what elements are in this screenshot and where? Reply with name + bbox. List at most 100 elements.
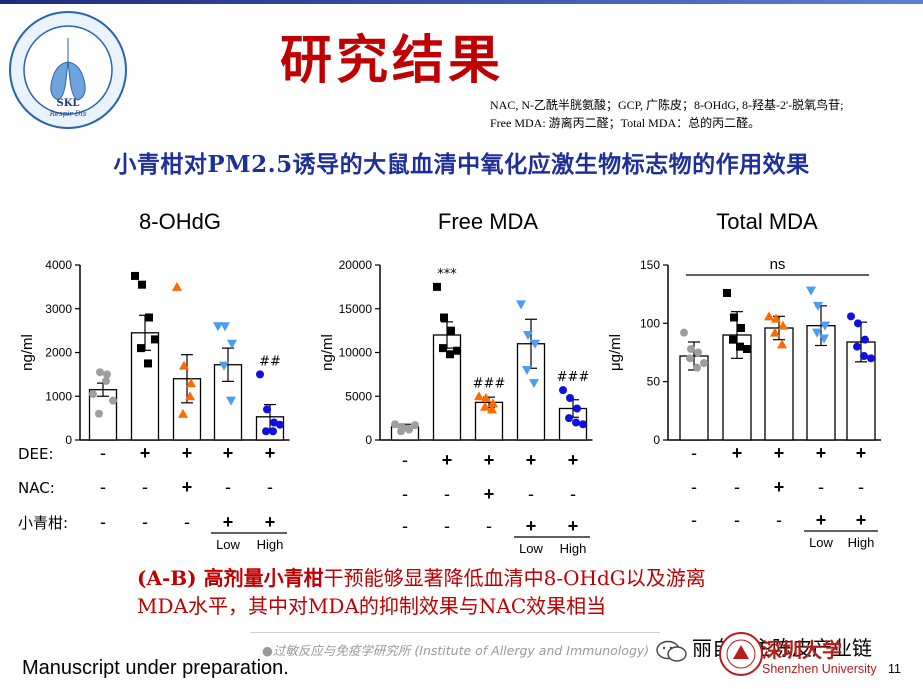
data-point xyxy=(737,324,745,332)
data-point xyxy=(700,359,708,367)
condition-sign: + xyxy=(182,443,193,463)
y-tick-label: 15000 xyxy=(339,302,373,316)
data-point xyxy=(89,390,97,399)
y-tick-label: 100 xyxy=(640,316,660,330)
y-tick-label: 50 xyxy=(647,375,661,389)
y-tick-label: 3000 xyxy=(45,302,72,316)
data-point xyxy=(723,289,731,297)
data-point xyxy=(453,346,461,355)
y-tick-label: 0 xyxy=(365,433,372,447)
data-point xyxy=(179,360,189,370)
data-point xyxy=(579,420,587,429)
condition-sign: + xyxy=(265,443,276,463)
condition-sign: - xyxy=(691,443,697,463)
significance-label: ### xyxy=(473,376,506,391)
conclusion-text: (A-B) 高剂量小青柑干预能够显著降低血清中8-OHdG以及游离 MDA水平，… xyxy=(137,564,857,620)
data-point xyxy=(172,281,182,291)
chart-title: 8-OHdG xyxy=(139,209,221,234)
data-point xyxy=(847,312,855,321)
data-point xyxy=(573,404,581,413)
data-point xyxy=(439,344,447,353)
data-point xyxy=(103,370,111,379)
chart-title: Total MDA xyxy=(716,209,818,234)
data-point xyxy=(404,424,412,433)
row-label: NAC: xyxy=(18,479,55,497)
data-point xyxy=(220,322,230,332)
data-point xyxy=(391,420,399,429)
data-point xyxy=(145,313,153,322)
bar xyxy=(474,401,504,441)
data-point xyxy=(186,378,196,388)
data-point xyxy=(813,301,823,311)
data-point xyxy=(270,418,278,427)
data-point xyxy=(474,391,484,401)
data-point xyxy=(96,368,104,377)
data-point xyxy=(446,350,454,359)
conclusion-prefix: (A-B) 高剂量 xyxy=(137,566,264,590)
condition-sign: - xyxy=(402,516,408,536)
page-title: 研究结果 xyxy=(280,30,505,91)
condition-sign: + xyxy=(774,443,785,463)
data-point xyxy=(687,345,695,353)
data-point xyxy=(730,313,738,322)
chart-title: Free MDA xyxy=(438,209,539,234)
data-point xyxy=(819,334,829,344)
condition-sign: - xyxy=(184,512,190,532)
abbreviation-notes: NAC, N-乙酰半胱氨酸；GCP, 广陈皮；8-OHdG, 8-羟基-2'-脱… xyxy=(490,96,915,132)
data-point xyxy=(95,409,103,418)
data-point xyxy=(559,386,567,395)
data-point xyxy=(867,354,875,363)
data-point xyxy=(131,271,139,280)
condition-sign: - xyxy=(734,510,740,530)
data-point xyxy=(397,427,405,436)
condition-sign: - xyxy=(486,516,492,536)
condition-sign: + xyxy=(816,443,827,463)
data-point xyxy=(743,345,751,353)
condition-sign: + xyxy=(223,443,234,463)
data-point xyxy=(566,394,574,402)
university-name-cn: 深圳大学 xyxy=(762,638,842,662)
data-point xyxy=(226,396,236,406)
data-point xyxy=(572,418,580,427)
data-point xyxy=(411,421,419,430)
data-point xyxy=(276,420,284,429)
data-point xyxy=(806,286,816,296)
y-tick-label: 0 xyxy=(65,433,72,447)
data-point xyxy=(522,366,532,375)
data-point xyxy=(770,327,780,337)
data-point xyxy=(812,328,822,338)
condition-sign: - xyxy=(142,512,148,532)
condition-sign: - xyxy=(691,477,697,497)
condition-sign: + xyxy=(816,510,827,530)
conclusion-line-2: MDA水平，其中对MDA的抑制效果与NAC效果相当 xyxy=(137,594,607,618)
condition-sign: + xyxy=(774,477,785,497)
data-point xyxy=(853,342,861,351)
condition-sign: - xyxy=(225,477,231,497)
data-point xyxy=(219,361,229,371)
significance-label: ns xyxy=(770,256,786,273)
data-point xyxy=(487,404,497,414)
condition-sign: - xyxy=(734,477,740,497)
condition-sign: - xyxy=(570,484,576,504)
y-axis-label: μg/ml xyxy=(607,334,624,371)
data-point xyxy=(256,370,264,379)
page-number: 11 xyxy=(888,662,901,676)
data-point xyxy=(269,427,277,436)
wechat-icon xyxy=(656,640,687,662)
significance-label: *** xyxy=(437,267,457,282)
y-tick-label: 150 xyxy=(640,258,660,272)
data-point xyxy=(516,300,526,310)
row-label: 小青柑: xyxy=(18,514,68,532)
y-axis-label: ng/ml xyxy=(19,334,36,371)
data-point xyxy=(138,280,146,289)
data-point xyxy=(480,401,490,411)
data-point xyxy=(854,319,862,328)
data-point xyxy=(736,342,744,351)
data-point xyxy=(771,313,781,323)
condition-sign: - xyxy=(858,477,864,497)
data-point xyxy=(686,354,694,363)
data-point xyxy=(529,379,539,389)
slide-subtitle: 小青柑对PM2.5诱导的大鼠血清中氧化应激生物标志物的作用效果 xyxy=(113,151,810,178)
condition-sign: + xyxy=(140,443,151,463)
dose-label-high: High xyxy=(560,541,587,556)
